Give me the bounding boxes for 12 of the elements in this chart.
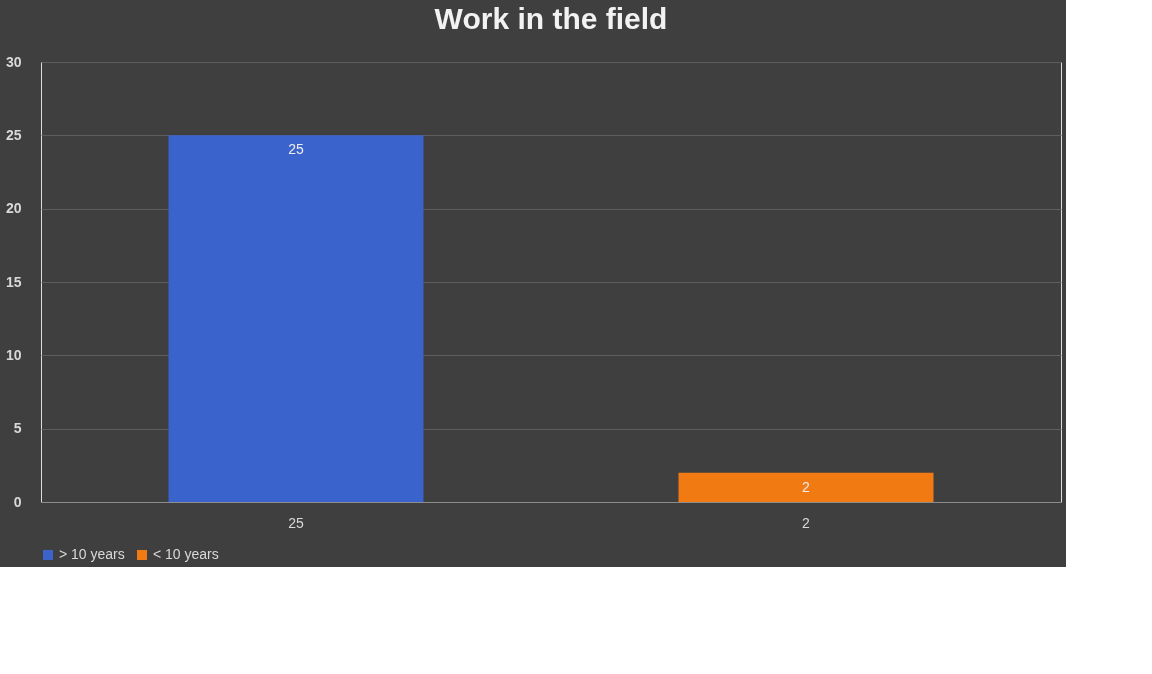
y-tick-label: 10 bbox=[5, 346, 22, 363]
y-tick-label: 0 bbox=[13, 493, 22, 510]
legend-label: > 10 years bbox=[59, 546, 125, 562]
data-label: 25 bbox=[288, 141, 304, 158]
y-tick-label: 25 bbox=[5, 126, 22, 143]
y-tick-label: 30 bbox=[5, 53, 22, 70]
data-label: 2 bbox=[802, 478, 811, 495]
y-tick-label: 5 bbox=[13, 420, 22, 437]
y-tick-label: 15 bbox=[5, 273, 22, 290]
chart-title: Work in the field bbox=[434, 2, 668, 35]
y-tick-label: 20 bbox=[5, 200, 22, 217]
legend-label: < 10 years bbox=[153, 546, 219, 562]
